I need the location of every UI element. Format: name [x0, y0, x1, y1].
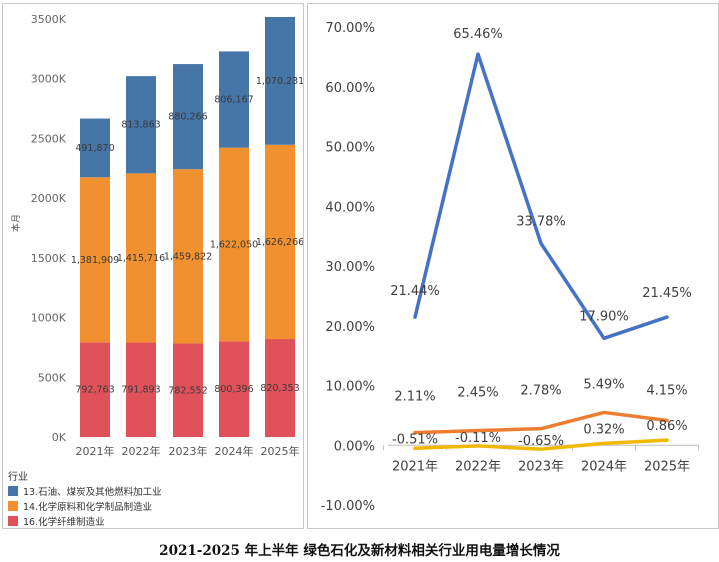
- data-label: 17.90%: [579, 309, 629, 324]
- y-tick-label: 3500K: [31, 13, 67, 26]
- data-label: 2.45%: [457, 386, 498, 401]
- bar-segment: [80, 118, 110, 178]
- data-label: 1,459,822: [164, 251, 212, 262]
- data-label: 791,893: [121, 385, 160, 396]
- data-label: 2.78%: [520, 384, 561, 399]
- legend-swatch: [8, 500, 18, 511]
- series-line: [413, 438, 669, 451]
- x-tick-label: 2023年: [518, 459, 564, 474]
- data-label: 1,626,266: [256, 237, 303, 248]
- data-label: 4.15%: [646, 383, 687, 398]
- y-axis-label: 本月: [10, 214, 22, 232]
- line-chart-panel: -10.00% 0.00% 10.00% 20.00% 30.00% 40.00% 50.0…: [307, 3, 719, 529]
- legend-item: 14.化学原料和化学制品制造业: [8, 498, 162, 513]
- legend-item: 13.石油、煤炭及其他燃料加工业: [8, 483, 162, 498]
- stacked-bar-chart: 0K 500K 1000K 1500K 2000K 2500K 3000K 3500K 本月 79…: [10, 13, 303, 458]
- data-label: 1,622,050: [210, 240, 258, 251]
- x-tick-label: 2025年: [644, 459, 690, 474]
- data-label: 813,863: [121, 120, 160, 131]
- x-tick-label: 2024年: [581, 459, 627, 474]
- legend-swatch: [8, 515, 18, 526]
- y-tick-label: 3000K: [31, 73, 67, 86]
- bar-segment: [265, 339, 295, 437]
- y-tick-label: 70.00%: [325, 21, 375, 36]
- data-label: -0.51%: [392, 432, 438, 447]
- figure-caption: 2021-2025 年上半年 绿色石化及新材料相关行业用电量增长情况: [159, 543, 560, 559]
- y-tick-label: 2500K: [31, 132, 67, 145]
- legend-swatch: [8, 485, 18, 496]
- legend-title: 行业: [8, 472, 28, 483]
- data-label: 1,070,231: [256, 76, 303, 87]
- data-label: 782,552: [168, 385, 207, 396]
- bar-segment: [126, 76, 156, 174]
- data-label: 1,381,909: [71, 255, 119, 266]
- data-label: 5.49%: [583, 377, 624, 392]
- data-label: 0.86%: [646, 419, 687, 434]
- data-label: 800,396: [214, 384, 253, 395]
- bar-segment: [80, 342, 110, 437]
- y-tick-label: 40.00%: [325, 200, 375, 215]
- bar-segment: [219, 147, 249, 342]
- data-label: 792,763: [75, 385, 114, 396]
- data-label: -0.11%: [455, 431, 501, 446]
- data-label: 880,266: [168, 112, 207, 123]
- data-label: 21.45%: [642, 286, 692, 301]
- x-tick-label: 2022年: [122, 444, 161, 458]
- growth-line-chart: -10.00% 0.00% 10.00% 20.00% 30.00% 40.00% 50.0…: [321, 21, 699, 514]
- y-tick-label: -10.00%: [321, 499, 375, 514]
- legend-item: 16.化学纤维制造业: [8, 513, 162, 528]
- x-tick-label: 2023年: [169, 444, 208, 458]
- y-tick-label: 1000K: [31, 312, 67, 325]
- bar-segment: [173, 343, 203, 437]
- x-tick-label: 2025年: [261, 444, 300, 458]
- data-label: 21.44%: [390, 284, 440, 299]
- series-line: [413, 52, 669, 341]
- y-tick-label: 10.00%: [325, 380, 375, 395]
- bar-segment: [126, 173, 156, 343]
- legend-label: 14.化学原料和化学制品制造业: [23, 501, 153, 513]
- bar-segment: [80, 177, 110, 343]
- data-label: 0.32%: [583, 422, 624, 437]
- x-tick-label: 2022年: [455, 459, 501, 474]
- data-label: 806,167: [214, 95, 253, 106]
- data-label: 33.78%: [516, 214, 566, 229]
- bar-segment: [126, 342, 156, 437]
- y-tick-label: 50.00%: [325, 141, 375, 156]
- legend-label: 16.化学纤维制造业: [23, 516, 105, 528]
- y-tick-label: 2000K: [31, 192, 67, 205]
- data-label: 2.11%: [394, 390, 435, 405]
- bar-segment: [219, 341, 249, 437]
- data-label: 65.46%: [453, 27, 503, 42]
- y-tick-label: 1500K: [31, 252, 67, 265]
- x-tick-label: 2021年: [76, 444, 115, 458]
- y-tick-label: 500K: [38, 371, 67, 384]
- bar-legend: 13.石油、煤炭及其他燃料加工业 14.化学原料和化学制品制造业 16.化学纤维制造…: [8, 483, 162, 528]
- data-label: 820,353: [260, 383, 299, 394]
- series-line: [413, 410, 669, 435]
- bar-segment: [173, 169, 203, 344]
- x-tick-label: 2021年: [392, 459, 438, 474]
- y-tick-label: 0K: [52, 431, 67, 444]
- stacked-bar-chart-panel: 0K 500K 1000K 1500K 2000K 2500K 3000K 3500K 本月 79…: [2, 3, 304, 529]
- y-tick-label: 60.00%: [325, 81, 375, 96]
- y-tick-label: 20.00%: [325, 320, 375, 335]
- y-tick-label: 30.00%: [325, 260, 375, 275]
- bar-segment: [173, 64, 203, 170]
- legend-label: 13.石油、煤炭及其他燃料加工业: [23, 486, 162, 498]
- data-label: -0.65%: [518, 434, 564, 449]
- data-label: 491,870: [75, 143, 114, 154]
- data-label: 1,415,716: [117, 253, 165, 264]
- bar-segment: [265, 144, 295, 340]
- x-tick-label: 2024年: [215, 444, 254, 458]
- bar-segment: [219, 51, 249, 148]
- bar-segment: [265, 16, 295, 145]
- y-tick-label: 0.00%: [334, 439, 375, 454]
